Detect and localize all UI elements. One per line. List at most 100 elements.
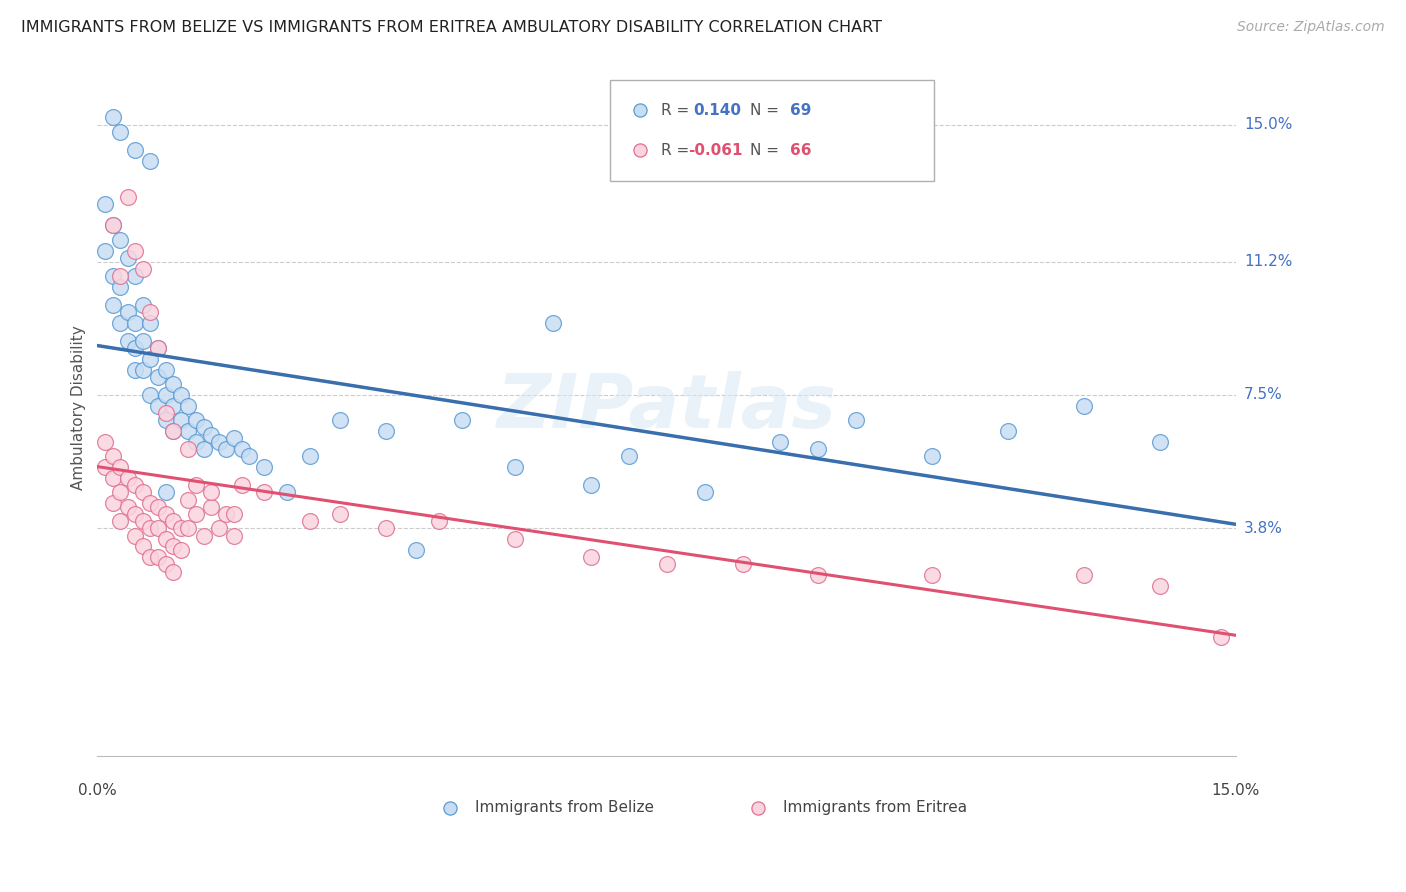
Point	[132, 362, 155, 376]
Point	[162, 514, 184, 528]
Point	[94, 197, 117, 211]
Point	[124, 528, 146, 542]
Point	[101, 471, 124, 485]
Point	[329, 413, 352, 427]
Point	[101, 298, 124, 312]
Point	[117, 334, 139, 348]
Point	[139, 316, 162, 330]
Point	[132, 514, 155, 528]
Point	[146, 550, 169, 565]
Point	[139, 153, 162, 168]
Point	[427, 514, 450, 528]
Point	[617, 449, 640, 463]
Point	[374, 521, 396, 535]
Point	[215, 507, 238, 521]
FancyBboxPatch shape	[610, 80, 934, 181]
Point	[108, 460, 131, 475]
Text: N =: N =	[749, 143, 783, 158]
Text: 15.0%: 15.0%	[1244, 117, 1292, 132]
Point	[139, 388, 162, 402]
Text: R =: R =	[661, 103, 695, 118]
Text: 11.2%: 11.2%	[1244, 254, 1292, 269]
Point	[117, 189, 139, 203]
Point	[769, 434, 792, 449]
Point	[101, 496, 124, 510]
Text: IMMIGRANTS FROM BELIZE VS IMMIGRANTS FROM ERITREA AMBULATORY DISABILITY CORRELAT: IMMIGRANTS FROM BELIZE VS IMMIGRANTS FRO…	[21, 20, 882, 35]
Point	[162, 424, 184, 438]
Point	[139, 550, 162, 565]
Point	[132, 334, 155, 348]
Point	[155, 388, 177, 402]
Point	[101, 219, 124, 233]
Text: 3.8%: 3.8%	[1244, 521, 1284, 536]
Text: N =: N =	[749, 103, 783, 118]
Point	[146, 500, 169, 514]
Point	[298, 514, 321, 528]
Point	[731, 558, 754, 572]
Point	[155, 485, 177, 500]
Point	[177, 442, 200, 456]
Point	[155, 532, 177, 546]
Point	[807, 568, 830, 582]
Point	[146, 399, 169, 413]
Text: Source: ZipAtlas.com: Source: ZipAtlas.com	[1237, 20, 1385, 34]
Point	[101, 449, 124, 463]
Point	[155, 413, 177, 427]
Point	[193, 528, 215, 542]
Point	[139, 521, 162, 535]
Point	[132, 261, 155, 276]
Point	[193, 420, 215, 434]
Point	[222, 507, 245, 521]
Point	[162, 565, 184, 579]
Point	[222, 431, 245, 445]
Point	[124, 143, 146, 157]
Text: 15.0%: 15.0%	[1212, 783, 1260, 798]
Point	[807, 442, 830, 456]
Point	[170, 413, 193, 427]
Point	[124, 362, 146, 376]
Point	[253, 460, 276, 475]
Point	[146, 370, 169, 384]
Point	[139, 496, 162, 510]
Point	[132, 485, 155, 500]
Point	[146, 521, 169, 535]
Point	[177, 521, 200, 535]
Point	[200, 427, 222, 442]
Point	[503, 460, 526, 475]
Point	[231, 478, 253, 492]
Point	[184, 507, 207, 521]
Point	[162, 377, 184, 392]
Text: -0.061: -0.061	[689, 143, 742, 158]
Point	[1209, 630, 1232, 644]
Point	[222, 528, 245, 542]
Point	[177, 492, 200, 507]
Point	[329, 507, 352, 521]
Point	[579, 550, 602, 565]
Point	[921, 449, 943, 463]
Text: ZIPatlas: ZIPatlas	[496, 371, 837, 444]
Point	[117, 305, 139, 319]
Point	[693, 485, 716, 500]
Point	[94, 434, 117, 449]
Point	[146, 341, 169, 355]
Text: 7.5%: 7.5%	[1244, 387, 1282, 402]
Point	[170, 543, 193, 558]
Point	[170, 388, 193, 402]
Point	[124, 316, 146, 330]
Point	[155, 362, 177, 376]
Point	[139, 351, 162, 366]
Point	[231, 442, 253, 456]
Point	[124, 341, 146, 355]
Point	[139, 305, 162, 319]
Point	[997, 424, 1019, 438]
Text: Immigrants from Belize: Immigrants from Belize	[475, 800, 654, 815]
Point	[117, 500, 139, 514]
Point	[155, 406, 177, 420]
Point	[1149, 579, 1171, 593]
Point	[101, 268, 124, 283]
Text: Immigrants from Eritrea: Immigrants from Eritrea	[783, 800, 967, 815]
Point	[200, 485, 222, 500]
Point	[170, 521, 193, 535]
Point	[101, 219, 124, 233]
Point	[541, 316, 564, 330]
